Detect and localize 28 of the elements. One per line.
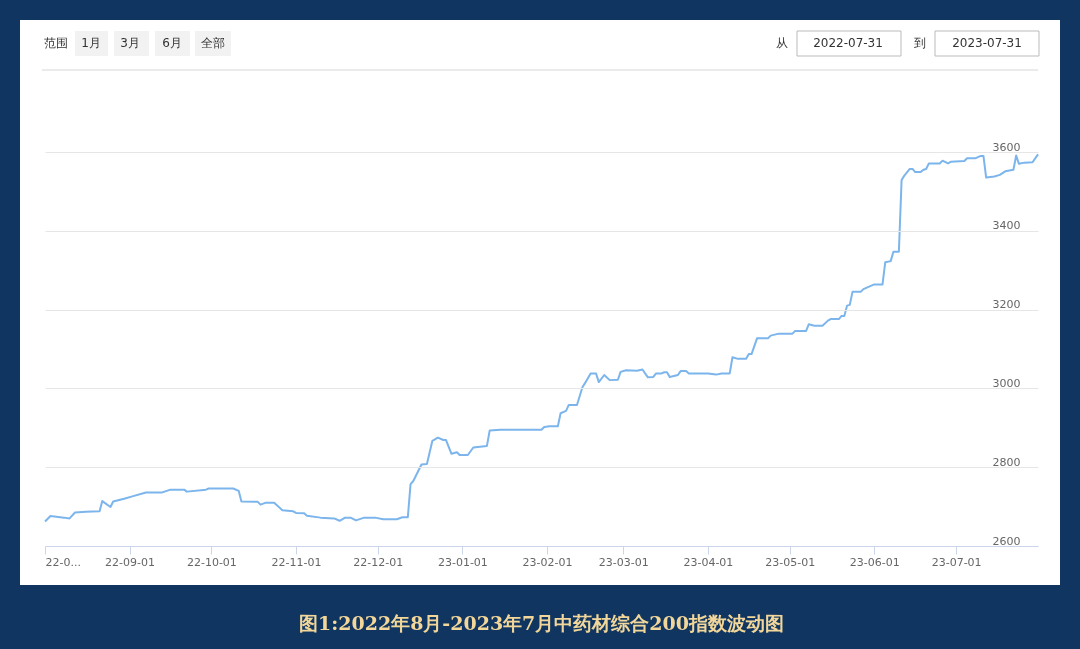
text: 到 [914, 36, 926, 50]
x-tick-label: 23-03-01 [598, 555, 649, 569]
x-tick-label: 22-12-01 [353, 555, 404, 569]
text: 2022-07-31 [813, 36, 883, 50]
text: 3月 [120, 36, 140, 50]
x-tick-label: 23-07-01 [931, 555, 982, 569]
x-tick-label: 22-11-01 [271, 555, 322, 569]
x-tick-label: 23-04-01 [683, 555, 734, 569]
text: 图1:2022年8月-2023年7月中药材综合200指数波动图 [299, 612, 784, 634]
text: 从 [776, 36, 788, 50]
y-tick-label: 3200 [992, 298, 1021, 312]
x-tick-label: 23-06-01 [849, 555, 900, 569]
x-tick-label: 23-05-01 [765, 555, 816, 569]
y-tick-label: 2800 [992, 455, 1021, 469]
x-tick-label: 22-10-01 [186, 555, 237, 569]
text: 6月 [162, 36, 182, 50]
text: 2023-07-31 [952, 36, 1022, 50]
x-tick-label: 23-01-01 [437, 555, 488, 569]
text: 范围 [44, 36, 68, 50]
x-tick-label: 22-0... [45, 555, 81, 569]
text: 全部 [201, 36, 225, 50]
y-tick-label: 2600 [992, 534, 1021, 548]
y-tick-label: 3600 [992, 140, 1021, 154]
x-tick-label: 22-09-01 [105, 555, 156, 569]
x-tick-label: 23-02-01 [522, 555, 573, 569]
y-tick-label: 3000 [992, 376, 1021, 390]
text: 1月 [81, 36, 101, 50]
y-tick-label: 3400 [992, 219, 1021, 233]
